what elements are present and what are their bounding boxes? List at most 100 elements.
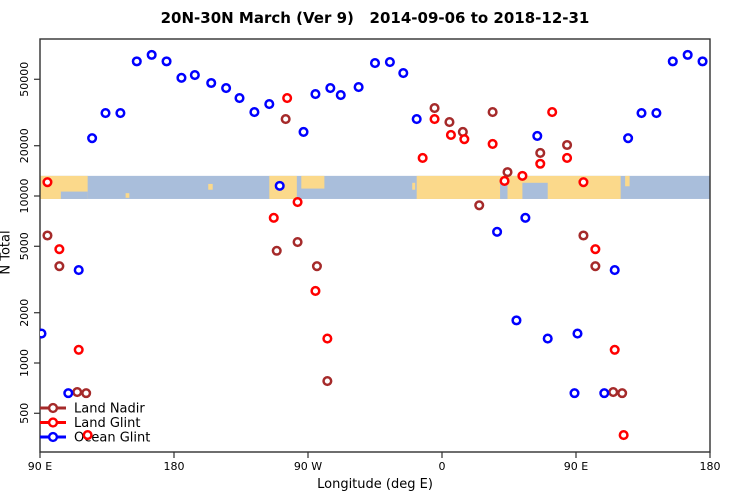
point-ocean-glint xyxy=(325,83,336,94)
y-tick-label: 1000 xyxy=(18,349,31,377)
point-land-glint xyxy=(578,177,589,188)
point-land-glint xyxy=(562,152,573,163)
plot-box xyxy=(39,38,711,453)
legend-marker xyxy=(47,431,59,443)
point-ocean-glint xyxy=(520,212,531,223)
point-ocean-glint xyxy=(115,107,126,119)
point-land-nadir xyxy=(54,261,65,272)
point-land-nadir xyxy=(322,375,333,387)
point-ocean-glint xyxy=(609,265,620,276)
point-land-glint xyxy=(487,138,498,149)
data-points xyxy=(40,49,708,441)
x-tick-label: 180 xyxy=(700,460,721,473)
point-ocean-glint xyxy=(249,107,260,118)
point-land-glint xyxy=(417,152,428,163)
point-land-glint xyxy=(618,430,629,441)
point-land-glint xyxy=(590,244,601,255)
point-land-nadir xyxy=(590,261,601,272)
point-land-glint xyxy=(547,107,558,118)
map-band-land xyxy=(125,193,130,198)
map-band-land xyxy=(625,175,630,187)
point-ocean-glint xyxy=(572,328,583,339)
point-land-nadir xyxy=(42,230,53,241)
y-tick-label: 20000 xyxy=(18,128,31,163)
x-tick-label: 180 xyxy=(164,460,185,473)
point-ocean-glint xyxy=(369,58,381,69)
point-ocean-glint xyxy=(511,315,522,326)
point-ocean-glint xyxy=(63,388,74,399)
map-band-land xyxy=(416,175,621,199)
point-land-nadir xyxy=(617,388,628,399)
point-ocean-glint xyxy=(176,72,187,83)
point-ocean-glint xyxy=(274,180,285,191)
point-ocean-glint xyxy=(682,49,693,60)
point-ocean-glint xyxy=(398,67,409,79)
point-ocean-glint xyxy=(353,82,364,93)
point-ocean-glint xyxy=(411,113,422,125)
point-land-nadir xyxy=(535,147,546,159)
point-ocean-glint xyxy=(623,133,634,144)
point-land-glint xyxy=(517,170,528,181)
y-tick-label: 500 xyxy=(18,403,31,424)
point-land-nadir xyxy=(271,245,282,256)
point-land-nadir xyxy=(280,113,291,125)
point-land-nadir xyxy=(502,167,513,178)
point-ocean-glint xyxy=(206,77,217,89)
point-ocean-glint xyxy=(636,107,647,119)
point-ocean-glint xyxy=(667,56,678,67)
point-ocean-glint xyxy=(131,56,142,67)
chart-title: 20N-30N March (Ver 9) 2014-09-06 to 2018… xyxy=(160,9,590,27)
point-land-nadir xyxy=(72,386,83,398)
legend-label: Land Glint xyxy=(74,416,140,431)
point-ocean-glint xyxy=(384,57,395,68)
map-band-ocean-notch xyxy=(522,182,548,199)
map-band-ocean-notch xyxy=(500,180,508,199)
point-ocean-glint xyxy=(146,49,157,60)
point-ocean-glint xyxy=(100,107,111,119)
point-land-nadir xyxy=(311,261,322,272)
x-axis-title: Longitude (deg E) xyxy=(317,477,433,492)
point-land-glint xyxy=(292,196,303,208)
point-land-nadir xyxy=(474,200,485,211)
point-land-glint xyxy=(499,175,510,187)
point-land-nadir xyxy=(429,103,440,114)
map-band-land xyxy=(412,182,416,190)
point-ocean-glint xyxy=(40,328,47,339)
map-band xyxy=(40,175,710,199)
point-land-glint xyxy=(310,285,321,297)
point-land-glint xyxy=(268,212,279,223)
point-land-glint xyxy=(73,344,84,355)
point-ocean-glint xyxy=(697,56,708,67)
map-band-ocean-notch xyxy=(60,191,88,199)
y-tick-label: 10000 xyxy=(18,179,31,214)
point-land-glint xyxy=(282,92,293,104)
x-tick-label: 0 xyxy=(439,460,446,473)
map-band-land xyxy=(301,175,325,189)
point-land-nadir xyxy=(81,388,92,399)
legend-label: Land Nadir xyxy=(74,402,145,417)
point-ocean-glint xyxy=(310,88,321,100)
point-ocean-glint xyxy=(492,226,503,237)
x-tick-label: 90 E xyxy=(564,460,588,473)
y-tick-label: 50000 xyxy=(18,62,31,97)
point-land-glint xyxy=(54,244,65,255)
point-ocean-glint xyxy=(221,83,232,94)
point-ocean-glint xyxy=(532,130,543,141)
point-ocean-glint xyxy=(234,92,245,104)
point-ocean-glint xyxy=(542,333,553,344)
point-ocean-glint xyxy=(651,107,662,119)
point-land-nadir xyxy=(444,117,455,128)
point-land-glint xyxy=(535,158,546,169)
y-tick-label: 5000 xyxy=(18,232,31,260)
point-land-glint xyxy=(322,333,333,344)
point-ocean-glint xyxy=(335,90,346,101)
point-land-glint xyxy=(459,134,470,145)
point-ocean-glint xyxy=(189,69,200,81)
point-land-glint xyxy=(429,113,440,125)
y-tick-label: 2000 xyxy=(18,299,31,327)
legend-label: Ocean Glint xyxy=(74,431,150,446)
point-ocean-glint xyxy=(87,133,98,144)
point-ocean-glint xyxy=(264,99,275,110)
